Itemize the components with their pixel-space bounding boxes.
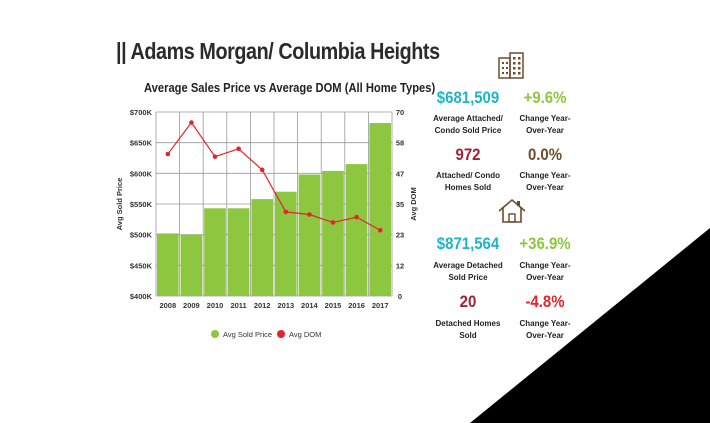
attached-price-value: $681,509 — [436, 88, 500, 107]
bar-avg-sold-price — [204, 208, 226, 296]
building-icon — [498, 52, 524, 79]
x-tick-label: 2015 — [325, 301, 342, 310]
detached-sold-value: 20 — [459, 292, 477, 311]
point-avg-dom — [212, 154, 218, 159]
y2-tick-label: 0 — [398, 292, 402, 301]
point-avg-dom — [165, 151, 171, 157]
detached-sold-change-label: Change Year- Over-Year — [519, 319, 571, 340]
point-avg-dom — [236, 146, 241, 152]
point-avg-dom — [259, 167, 265, 173]
detached-price-label: Average Detached Sold Price — [433, 261, 503, 282]
attached-sold-change-value: 0.0% — [527, 145, 563, 164]
y-tick-label: $650K — [130, 139, 153, 148]
legend-label-avg-dom: Avg DOM — [289, 330, 321, 339]
line-avg-dom — [167, 121, 381, 231]
bar-avg-sold-price — [298, 174, 321, 296]
attached-price-change-label: Change Year- Over-Year — [519, 114, 571, 135]
x-tick-label: 2016 — [348, 301, 365, 310]
x-tick-label: 2012 — [254, 301, 271, 310]
chart: $400K $450K $500K $550K $600K $650K $700K 0 12 23… — [115, 108, 418, 339]
point-avg-dom — [189, 120, 194, 125]
detached-sold-change-value: -4.8% — [525, 292, 565, 311]
y-tick-label: $600K — [130, 169, 153, 178]
attached-price-change-value: +9.6% — [523, 88, 567, 107]
y2-tick-label: 35 — [396, 200, 404, 209]
bar-avg-sold-price — [180, 234, 203, 296]
legend-marker-avg-dom — [277, 330, 285, 338]
point-avg-dom — [377, 227, 383, 233]
y-tick-label: $400K — [130, 292, 153, 301]
y2-tick-label: 12 — [396, 261, 404, 270]
attached-price-label: Average Attached/ Condo Sold Price — [433, 114, 503, 135]
bar-avg-sold-price — [345, 164, 368, 296]
x-tick-label: 2011 — [230, 301, 246, 310]
detached-sold-label: Detached Homes Sold — [435, 319, 501, 340]
y2-tick-label: 70 — [396, 108, 404, 117]
chart-title: Average Sales Price vs Average DOM (All … — [144, 80, 436, 95]
detached-price-change-value: +36.9% — [519, 234, 571, 253]
y2-tick-label: 47 — [396, 169, 404, 178]
attached-sold-value: 972 — [455, 145, 481, 164]
y-tick-label: $700K — [130, 108, 153, 117]
y2-axis-label: Avg DOM — [409, 187, 418, 220]
point-avg-dom — [307, 212, 312, 217]
house-icon — [498, 198, 526, 223]
y-axis-label: Avg Sold Price — [115, 178, 124, 231]
bar-avg-sold-price — [369, 123, 391, 296]
point-avg-dom — [283, 209, 289, 215]
x-tick-label: 2014 — [301, 301, 319, 310]
point-avg-dom — [354, 214, 359, 220]
bar-avg-sold-price — [275, 191, 297, 296]
x-tick-label: 2009 — [183, 301, 200, 310]
y-tick-label: $500K — [130, 231, 153, 240]
page-title: || Adams Morgan/ Columbia Heights — [116, 38, 440, 64]
y2-tick-label: 58 — [396, 139, 404, 148]
bar-avg-sold-price — [227, 208, 250, 296]
point-avg-dom — [330, 220, 336, 225]
y-tick-label: $450K — [130, 261, 153, 270]
y-tick-label: $550K — [130, 200, 153, 209]
bar-avg-sold-price — [322, 170, 344, 296]
x-tick-label: 2010 — [207, 301, 224, 310]
y2-tick-label: 23 — [396, 231, 404, 240]
detached-price-change-label: Change Year- Over-Year — [519, 261, 571, 282]
legend-marker-avg-sold-price — [211, 330, 219, 338]
bar-avg-sold-price — [251, 199, 273, 296]
detached-price-value: $871,564 — [436, 234, 500, 253]
bar-avg-sold-price — [157, 233, 179, 296]
attached-sold-label: Attached/ Condo Homes Sold — [436, 171, 500, 192]
x-tick-label: 2017 — [372, 301, 389, 310]
legend-label-avg-sold-price: Avg Sold Price — [223, 330, 272, 339]
x-tick-label: 2008 — [159, 301, 176, 310]
attached-sold-change-label: Change Year- Over-Year — [519, 171, 571, 192]
x-tick-label: 2013 — [277, 301, 294, 310]
